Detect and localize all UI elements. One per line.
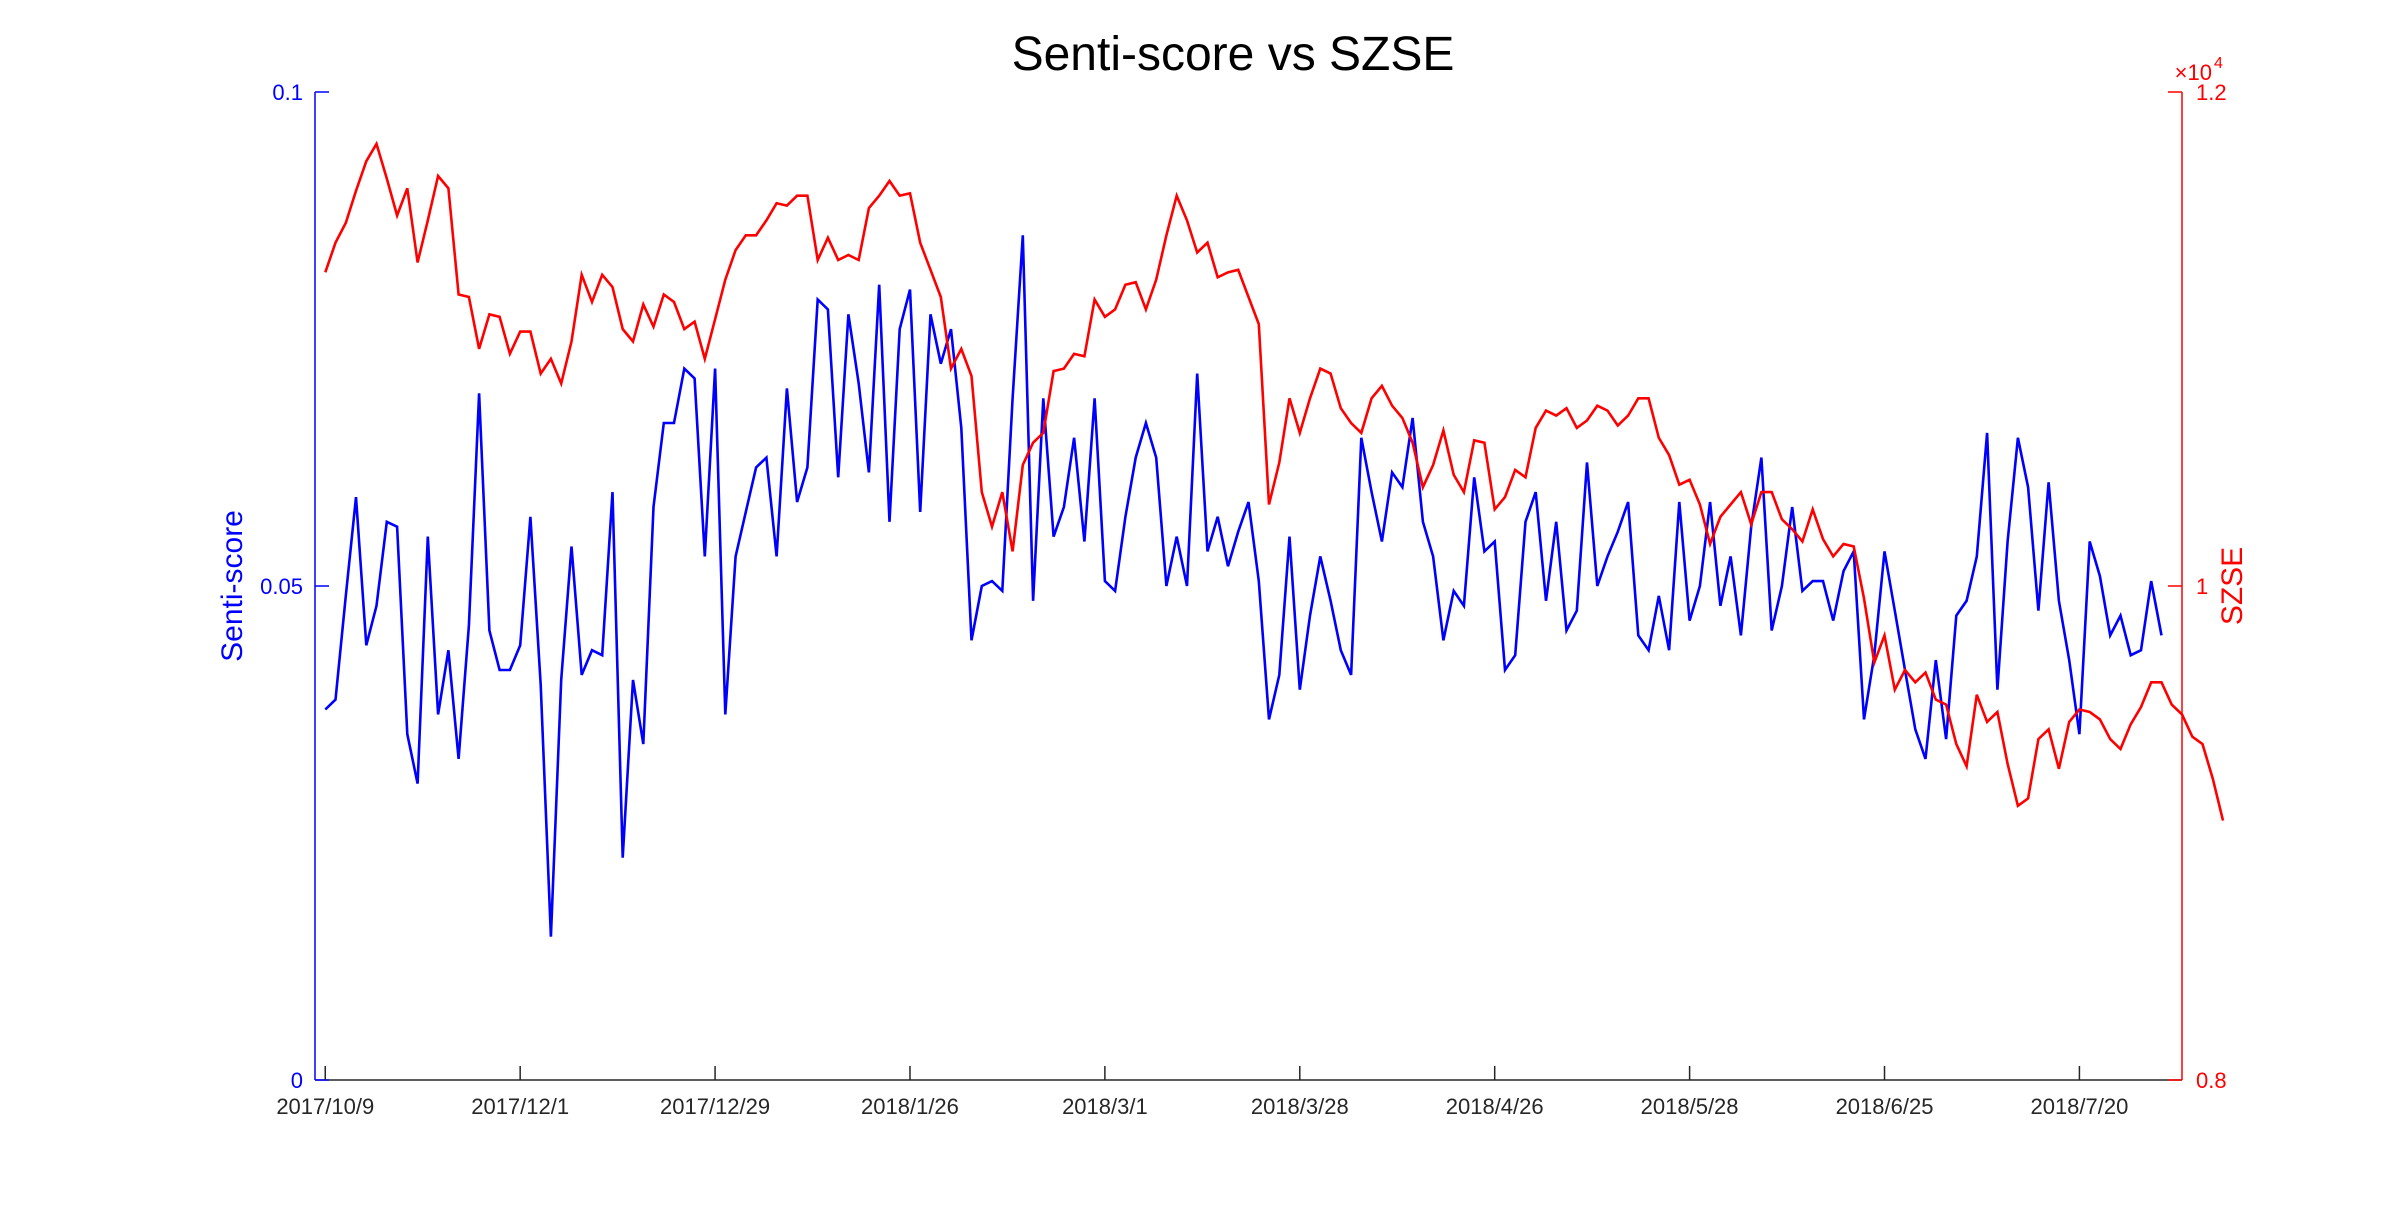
x-tick-label: 2017/12/1 — [471, 1094, 569, 1119]
x-tick-label: 2018/6/25 — [1836, 1094, 1934, 1119]
left-tick-label: 0.1 — [272, 80, 303, 105]
right-tick-label: 1.2 — [2196, 80, 2227, 105]
series-layer — [324, 140, 2225, 937]
exponent-base: ×10 — [2175, 60, 2212, 85]
senti-score-series-line — [324, 235, 2163, 937]
x-tick-label: 2018/3/28 — [1251, 1094, 1349, 1119]
szse-series-line — [324, 140, 2225, 821]
x-tick-label: 2018/4/26 — [1446, 1094, 1544, 1119]
x-tick-label: 2018/1/26 — [861, 1094, 959, 1119]
right-tick-label: 0.8 — [2196, 1068, 2227, 1093]
left-tick-label: 0 — [291, 1068, 303, 1093]
x-tick-label: 2017/12/29 — [660, 1094, 770, 1119]
right-tick-label: 1 — [2196, 574, 2208, 599]
x-tick-label: 2018/7/20 — [2030, 1094, 2128, 1119]
left-axis-title: Senti-score — [216, 510, 249, 662]
exponent-power: 4 — [2214, 55, 2223, 72]
chart-title: Senti-score vs SZSE — [1012, 28, 1455, 81]
left-tick-label: 0.05 — [260, 574, 303, 599]
x-tick-label: 2018/3/1 — [1062, 1094, 1148, 1119]
x-tick-label: 2017/10/9 — [276, 1094, 374, 1119]
x-tick-label: 2018/5/28 — [1641, 1094, 1739, 1119]
right-axis-title: SZSE — [2216, 547, 2249, 625]
axes: 0 0.05 0.1 0.8 1 1.2 2017/10/9 2017/12/1 2017/12… — [260, 80, 2226, 1119]
right-axis-exponent: ×10 4 — [2175, 55, 2223, 85]
